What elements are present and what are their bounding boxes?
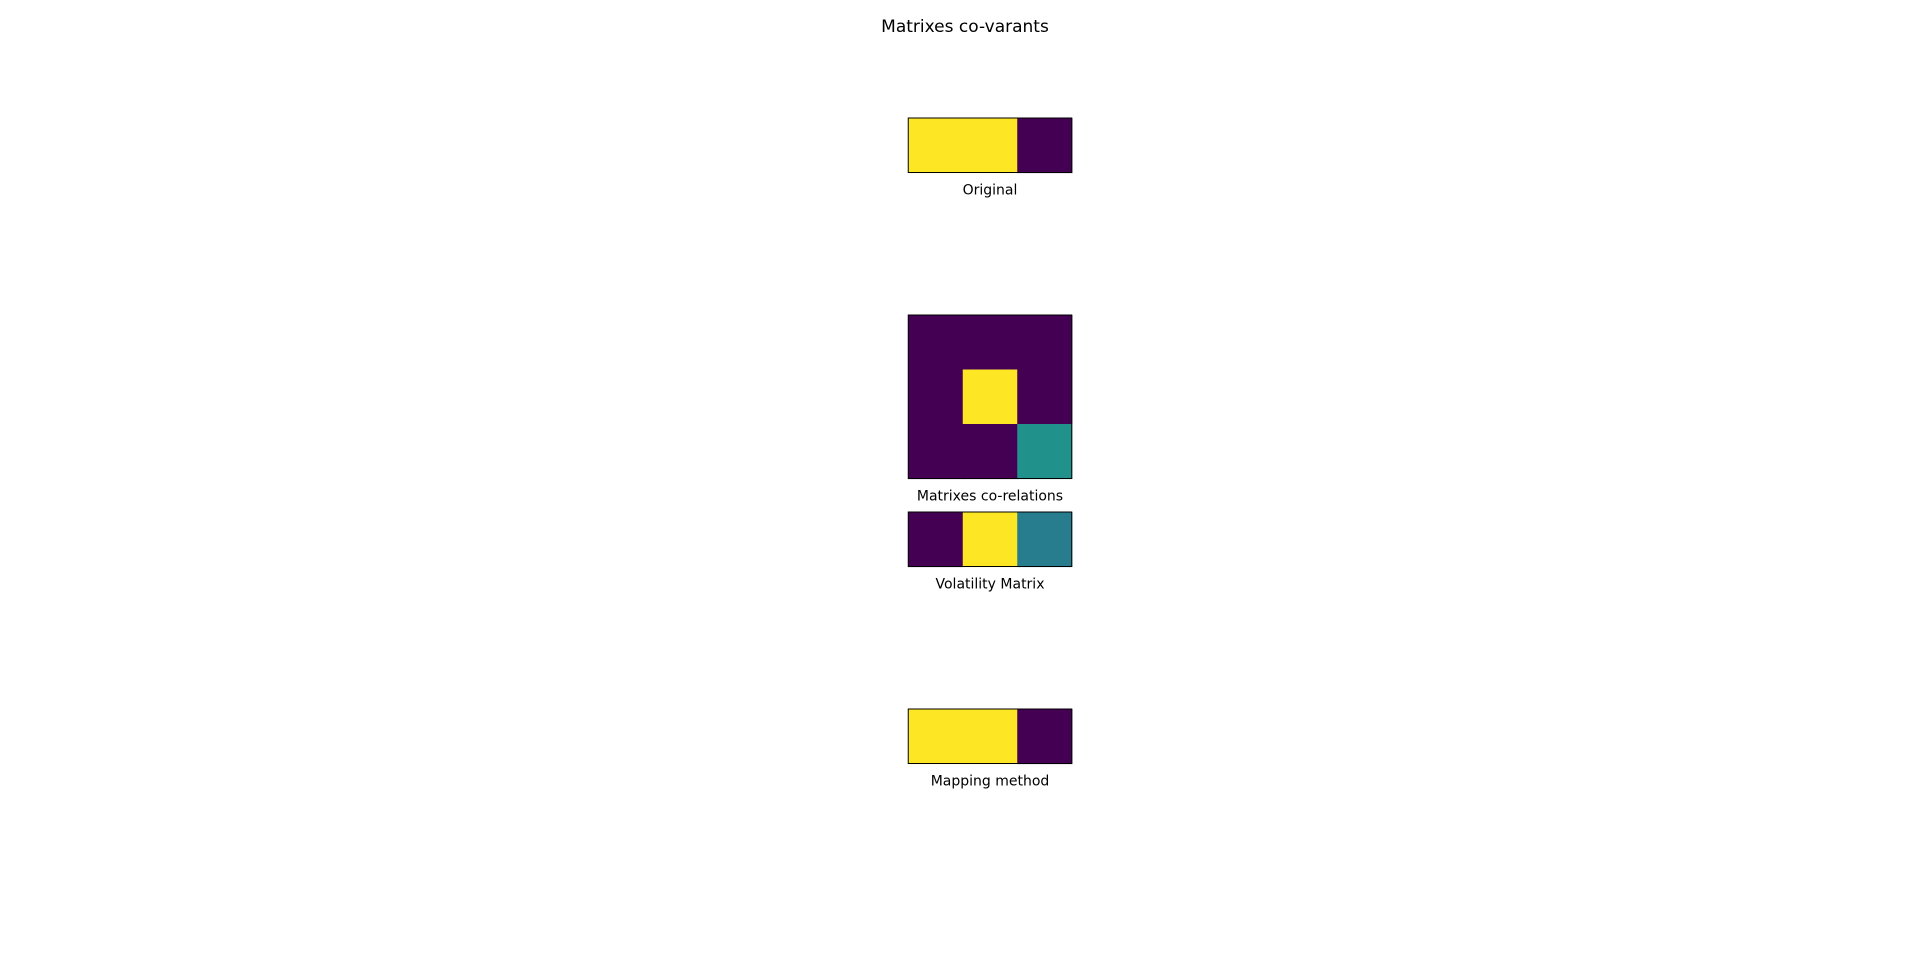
heatmap-cell-r0-c1 bbox=[962, 118, 1018, 174]
heatmap-cell-r0-c0 bbox=[908, 709, 964, 765]
heatmap-panel-matrixes-co-relations: Matrixes co-relations bbox=[907, 314, 1073, 505]
heatmap-cell-r0-c0 bbox=[908, 118, 964, 174]
heatmap-cell-r0-c2 bbox=[1017, 118, 1073, 174]
heatmap-cell-r0-c2 bbox=[1017, 709, 1073, 765]
heatmap-cell-r0-c2 bbox=[1017, 315, 1073, 371]
heatmap-panel-volatility-matrix: Volatility Matrix bbox=[907, 511, 1073, 593]
heatmap-cell-r0-c1 bbox=[962, 315, 1018, 371]
heatmap-cell-r0-c1 bbox=[962, 512, 1018, 568]
heatmap-cell-r1-c1 bbox=[962, 369, 1018, 425]
figure-title: Matrixes co-varants bbox=[881, 17, 1049, 37]
heatmap-frame bbox=[907, 314, 1073, 479]
caption-original: Original bbox=[963, 183, 1018, 199]
heatmap-cell-r2-c1 bbox=[962, 424, 1018, 480]
heatmap-frame bbox=[907, 511, 1073, 567]
heatmap-cell-r0-c0 bbox=[908, 512, 964, 568]
heatmap-cell-r1-c0 bbox=[908, 369, 964, 425]
heatmap-panel-mapping-method: Mapping method bbox=[907, 708, 1073, 790]
heatmap-frame bbox=[907, 708, 1073, 764]
heatmap-cell-r0-c0 bbox=[908, 315, 964, 371]
heatmap-cell-r0-c1 bbox=[962, 709, 1018, 765]
caption-volatility-matrix: Volatility Matrix bbox=[936, 577, 1045, 593]
heatmap-cell-r2-c2 bbox=[1017, 424, 1073, 480]
caption-mapping-method: Mapping method bbox=[931, 774, 1050, 790]
heatmap-cell-r2-c0 bbox=[908, 424, 964, 480]
heatmap-frame bbox=[907, 117, 1073, 173]
heatmap-cell-r1-c2 bbox=[1017, 369, 1073, 425]
caption-matrixes-co-relations: Matrixes co-relations bbox=[917, 489, 1063, 505]
heatmap-cell-r0-c2 bbox=[1017, 512, 1073, 568]
heatmap-panel-original: Original bbox=[907, 117, 1073, 199]
